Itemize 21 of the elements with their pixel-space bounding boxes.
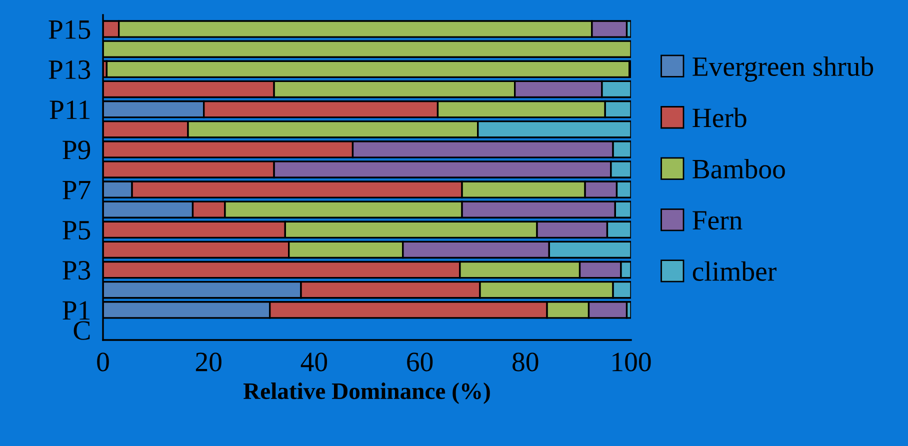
x-tick-label: 80: [512, 352, 538, 372]
y-tick-label: P15: [48, 20, 90, 39]
x-tick-label: 40: [300, 352, 328, 372]
x-axis-title: Relative Dominance (%): [243, 382, 490, 404]
legend-label: Bamboo: [692, 158, 785, 178]
x-tick-label: 20: [196, 352, 222, 372]
x-tick-label: 0: [97, 352, 109, 372]
y-tick-label: P1: [62, 301, 90, 320]
y-tick-label: P7: [62, 180, 90, 200]
y-tick-label: P11: [50, 100, 90, 119]
legend-label: climber: [692, 261, 776, 281]
y-tick-label: P9: [62, 140, 90, 160]
y-tick-label: C: [74, 321, 90, 340]
y-tick-label: P5: [62, 221, 90, 240]
legend-label: Herb: [692, 108, 746, 128]
y-tick-label: P3: [62, 261, 90, 280]
x-tick-label: 100: [612, 352, 651, 372]
legend-label: Evergreen shrub: [692, 56, 874, 82]
x-tick-label: 60: [407, 352, 433, 372]
legend-label: Fern: [692, 211, 742, 230]
y-tick-label: P13: [48, 60, 90, 80]
